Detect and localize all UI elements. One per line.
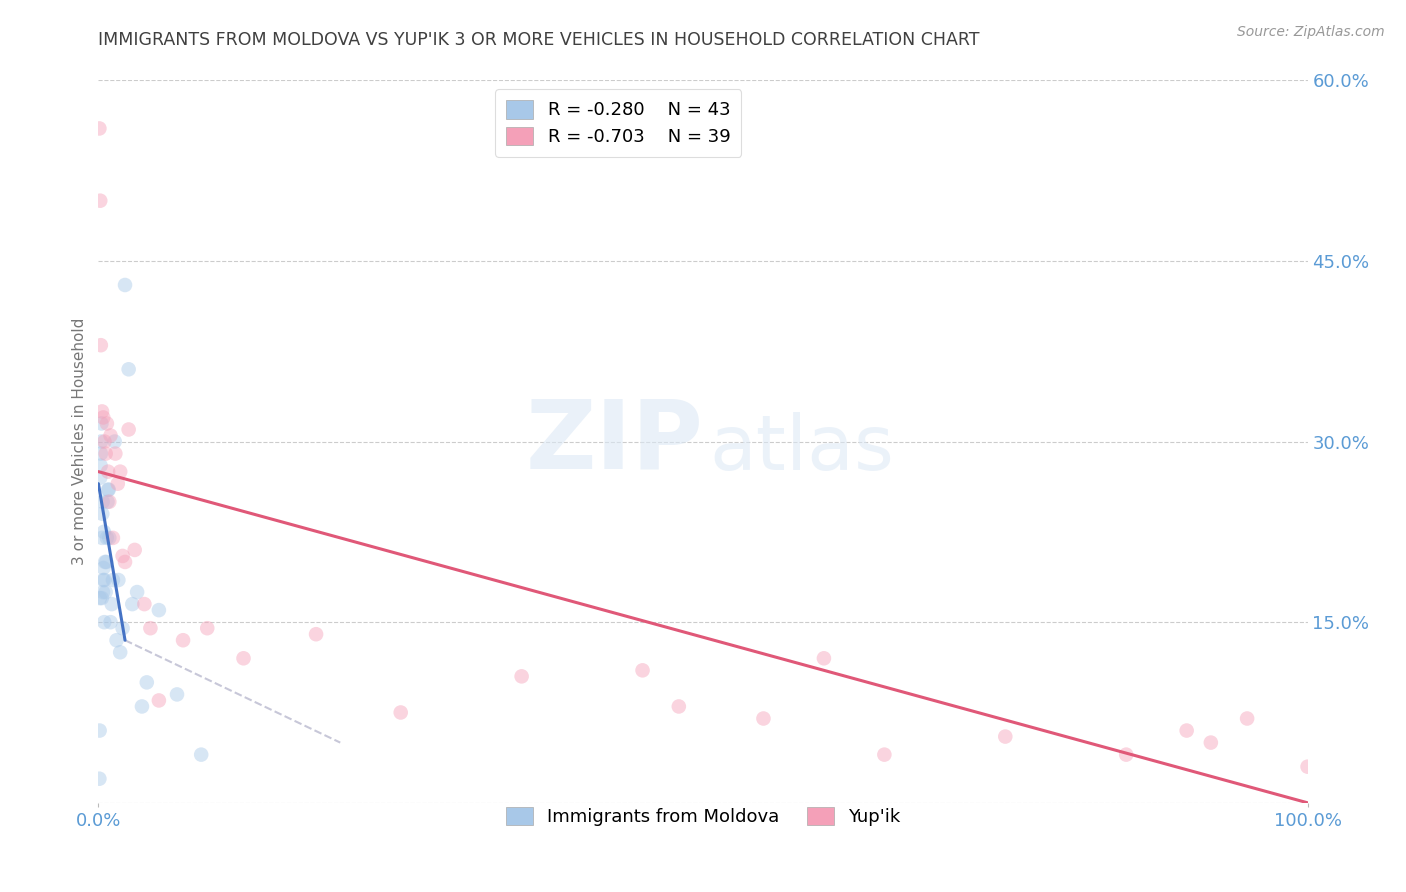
Point [93, 434, 115, 449]
Point [91, 507, 114, 521]
Point [101, 573, 124, 587]
Point [90, 338, 112, 352]
Point [127, 585, 149, 599]
Point [104, 446, 127, 460]
Point [98, 531, 121, 545]
Point [97, 483, 120, 497]
Point [91, 494, 114, 508]
Point [93, 615, 115, 630]
Point [90, 591, 112, 605]
Point [89, 121, 111, 136]
Point [90, 434, 112, 449]
Point [93, 561, 115, 575]
Point [813, 651, 835, 665]
Point [97, 483, 120, 497]
Point [94, 585, 117, 599]
Point [91, 573, 114, 587]
Point [124, 542, 146, 557]
Point [111, 621, 134, 635]
Point [107, 476, 129, 491]
Point [1236, 712, 1258, 726]
Point [668, 699, 690, 714]
Point [118, 362, 141, 376]
Point [94, 446, 117, 460]
Point [873, 747, 896, 762]
Point [1175, 723, 1198, 738]
Point [994, 730, 1017, 744]
Point [631, 664, 654, 678]
Point [94, 555, 117, 569]
Point [96, 555, 118, 569]
Point [91, 410, 114, 425]
Point [107, 573, 129, 587]
Point [89, 194, 111, 208]
Point [118, 422, 141, 436]
Point [104, 434, 127, 449]
Point [91, 585, 114, 599]
Point [98, 494, 121, 508]
Point [135, 675, 157, 690]
Point [101, 531, 124, 545]
Point [90, 446, 112, 460]
Point [752, 712, 775, 726]
Point [389, 706, 412, 720]
Point [1296, 760, 1319, 774]
Legend: Immigrants from Moldova, Yup'ik: Immigrants from Moldova, Yup'ik [499, 800, 907, 833]
Text: Source: ZipAtlas.com: Source: ZipAtlas.com [1237, 25, 1385, 39]
Point [91, 404, 114, 418]
Point [89, 723, 111, 738]
Point [100, 428, 122, 442]
Point [93, 573, 115, 587]
Point [1115, 747, 1137, 762]
Point [89, 591, 111, 605]
Point [166, 687, 188, 701]
Point [114, 277, 136, 292]
Point [108, 645, 131, 659]
Point [91, 531, 114, 545]
Point [111, 549, 134, 563]
Point [148, 693, 170, 707]
Point [90, 458, 112, 473]
Point [93, 524, 115, 539]
Point [139, 621, 162, 635]
Point [232, 651, 254, 665]
Point [96, 417, 118, 431]
Point [89, 470, 111, 484]
Point [121, 597, 143, 611]
Point [190, 747, 212, 762]
Point [131, 699, 153, 714]
Point [100, 597, 122, 611]
Point [195, 621, 218, 635]
Point [114, 555, 136, 569]
Text: ZIP: ZIP [524, 395, 703, 488]
Point [105, 633, 128, 648]
Point [305, 627, 328, 641]
Point [510, 669, 533, 683]
Point [134, 597, 156, 611]
Point [108, 465, 131, 479]
Text: IMMIGRANTS FROM MOLDOVA VS YUP'IK 3 OR MORE VEHICLES IN HOUSEHOLD CORRELATION CH: IMMIGRANTS FROM MOLDOVA VS YUP'IK 3 OR M… [98, 31, 980, 49]
Point [96, 531, 118, 545]
Point [148, 603, 170, 617]
Point [97, 465, 120, 479]
Point [90, 417, 112, 431]
Point [1199, 735, 1222, 749]
Y-axis label: 3 or more Vehicles in Household: 3 or more Vehicles in Household [72, 318, 87, 566]
Point [172, 633, 194, 648]
Point [96, 494, 118, 508]
Point [89, 772, 111, 786]
Text: atlas: atlas [709, 412, 894, 486]
Point [100, 615, 122, 630]
